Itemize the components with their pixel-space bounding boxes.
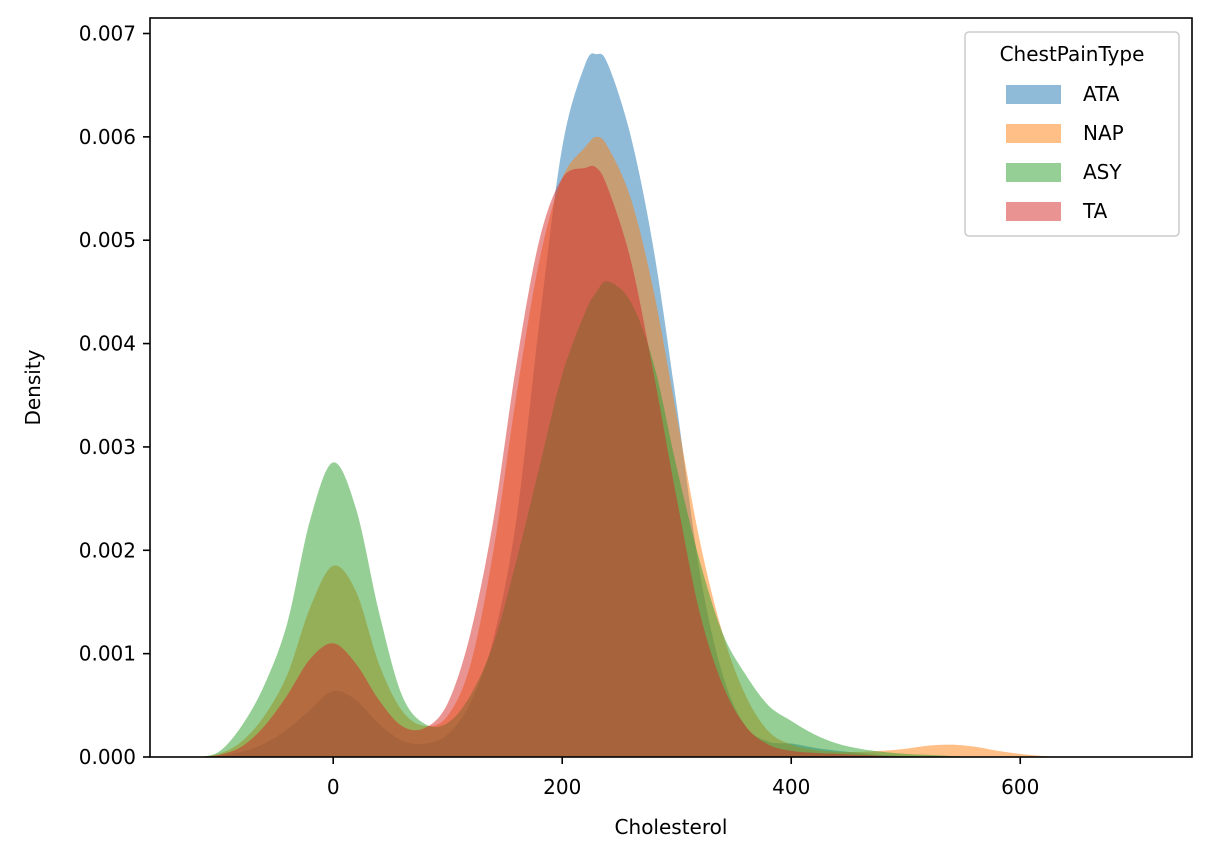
x-axis-title: Cholesterol [615,815,728,839]
legend-swatch-ta [1006,202,1061,221]
density-area-ta [195,165,1135,757]
y-tick-label: 0.006 [79,125,136,149]
legend-label-ta: TA [1082,199,1108,223]
y-tick-label: 0.001 [79,642,136,666]
y-tick-label: 0.003 [79,435,136,459]
legend-swatch-ata [1006,85,1061,104]
density-areas [195,53,1135,758]
legend: ChestPainType ATA NAP ASY TA [964,31,1180,237]
legend-label-asy: ASY [1083,160,1122,184]
legend-items: ATA NAP ASY TA [1006,82,1124,223]
legend-swatch-nap [1006,124,1061,143]
plot-frame [149,17,1193,758]
legend-box [964,31,1180,237]
x-tick-label: 200 [543,775,581,799]
y-tick-label: 0.000 [79,745,136,769]
y-tick-label: 0.007 [79,22,136,46]
x-tick-label: 400 [772,775,810,799]
y-axis-title: Density [21,349,45,425]
y-tick-label: 0.005 [79,228,136,252]
y-axis: 0.000 0.001 0.002 0.003 0.004 0.005 0.006 0.007 [79,22,150,769]
y-tick-label: 0.004 [79,332,136,356]
legend-swatch-asy [1006,163,1061,182]
x-tick-label: 600 [1001,775,1039,799]
x-tick-label: 0 [327,775,340,799]
y-tick-label: 0.002 [79,538,136,562]
x-axis: 0 200 400 600 [327,757,1039,799]
legend-label-nap: NAP [1083,121,1124,145]
legend-label-ata: ATA [1083,82,1120,106]
legend-title: ChestPainType [1000,42,1145,66]
